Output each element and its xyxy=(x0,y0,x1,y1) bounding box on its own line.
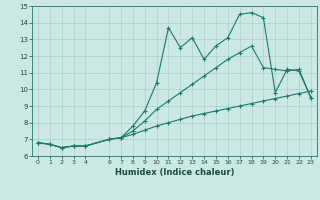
X-axis label: Humidex (Indice chaleur): Humidex (Indice chaleur) xyxy=(115,168,234,177)
